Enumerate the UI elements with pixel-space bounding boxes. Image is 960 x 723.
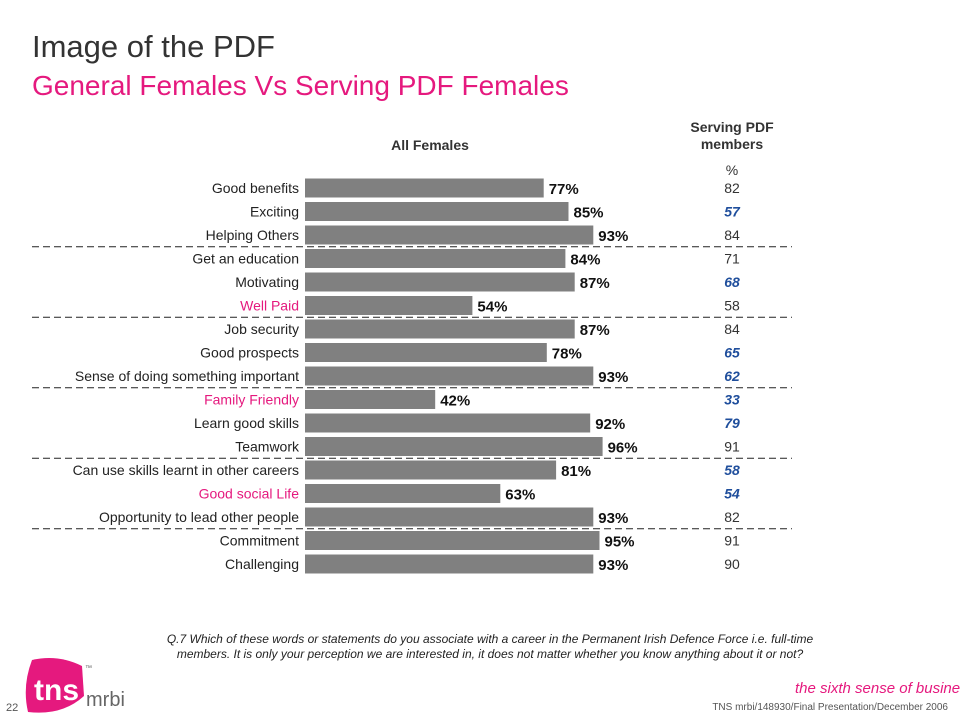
bar-value-label: 93%: [598, 228, 628, 245]
category-label: Sense of doing something important: [75, 368, 299, 384]
category-label: Helping Others: [206, 227, 299, 243]
bar-chart: Good benefits Exciting Helping Others Get a…: [32, 178, 792, 574]
bar: [305, 178, 544, 198]
category-label: Learn good skills: [194, 415, 299, 431]
category-label: Job security: [224, 321, 299, 337]
category-label: Challenging: [225, 556, 299, 572]
category-label: Get an education: [192, 251, 299, 267]
bar: [305, 225, 594, 245]
bar-value-label: 78%: [552, 346, 582, 363]
category-label: Commitment: [220, 533, 299, 549]
serving-pdf-value: 58: [724, 298, 740, 314]
bar: [305, 437, 603, 456]
bar: [305, 319, 575, 339]
category-label: Can use skills learnt in other careers: [73, 462, 299, 478]
bar-value-label: 42%: [440, 393, 470, 410]
serving-pdf-value: 65: [724, 345, 740, 361]
bar-value-label: 93%: [598, 369, 628, 386]
bar: [305, 484, 501, 503]
serving-pdf-value: 84: [724, 227, 740, 243]
bar-value-label: 93%: [598, 557, 628, 574]
bar-value-label: 81%: [561, 463, 591, 480]
category-label: Good social Life: [199, 486, 300, 502]
serving-pdf-value: 58: [724, 462, 740, 478]
group-separators: [32, 246, 792, 530]
bar-value-label: 87%: [580, 322, 610, 339]
serving-pdf-value: 91: [724, 439, 740, 455]
tns-mrbi-logo: tns mrbi ™: [22, 656, 152, 723]
page-title: Image of the PDF: [32, 29, 275, 64]
category-label: Opportunity to lead other people: [99, 509, 299, 525]
page-number: 22: [6, 702, 19, 714]
bar-value-label: 87%: [580, 275, 610, 292]
svg-text:mrbi: mrbi: [86, 689, 125, 711]
svg-text:tns: tns: [34, 674, 79, 707]
question-footnote: Q.7 Which of these words or statements d…: [166, 632, 814, 661]
bar: [305, 296, 473, 315]
category-label: Family Friendly: [204, 392, 299, 408]
bar-value-label: 54%: [477, 299, 507, 316]
serving-pdf-value: 82: [724, 509, 740, 525]
serving-pdf-value: 90: [724, 556, 740, 572]
bar: [305, 366, 594, 386]
footer-reference: TNS mrbi/148930/Final Presentation/Decem…: [712, 702, 948, 713]
bar: [305, 460, 557, 480]
serving-pdf-value: 84: [724, 321, 740, 337]
category-label: Good prospects: [200, 345, 299, 361]
category-label: Exciting: [250, 204, 299, 220]
bar: [305, 413, 591, 433]
category-label: Motivating: [235, 274, 299, 290]
bar: [305, 249, 566, 268]
bar: [305, 343, 547, 362]
bar: [305, 531, 600, 550]
serving-pdf-header: Serving PDF members: [690, 119, 774, 152]
bar-value-label: 95%: [605, 534, 635, 551]
category-labels: Good benefits Exciting Helping Others Get a…: [73, 180, 300, 572]
bar-value-label: 84%: [570, 252, 600, 269]
bar: [305, 390, 436, 409]
category-label: Good benefits: [212, 180, 299, 196]
category-label: Well Paid: [240, 298, 299, 314]
bar-value-label: 77%: [549, 181, 579, 198]
bar-value-label: 85%: [574, 205, 604, 222]
bar-value-label: 93%: [598, 510, 628, 527]
serving-pdf-value: 68: [724, 274, 740, 290]
svg-text:™: ™: [85, 665, 92, 672]
bar-value-label: 96%: [608, 440, 638, 457]
serving-pdf-value: 57: [724, 204, 741, 220]
serving-pdf-value: 82: [724, 180, 740, 196]
page-subtitle: General Females Vs Serving PDF Females: [32, 70, 569, 101]
category-label: Teamwork: [235, 439, 300, 455]
bar-value-labels: 77% 85% 93% 84% 87% 54% 87% 78% 93% 42% 92% 96% 81% 6…: [440, 181, 637, 574]
serving-pdf-value: 71: [724, 251, 740, 267]
serving-pdf-value: 91: [724, 533, 740, 549]
bar: [305, 202, 569, 221]
serving-pdf-value: 54: [724, 486, 740, 502]
tagline: the sixth sense of business™: [795, 680, 960, 697]
bar-value-label: 63%: [505, 487, 535, 504]
bar: [305, 272, 575, 292]
serving-pdf-value: 33: [724, 392, 740, 408]
bar: [305, 554, 594, 574]
serving-pdf-value: 79: [724, 415, 740, 431]
all-females-header: All Females: [391, 137, 469, 153]
bar: [305, 507, 594, 527]
bars: [305, 178, 603, 574]
serving-pdf-values: 82 57 84 71 68 58 84 65 62 33 79 91 58 54 82 91 90: [724, 180, 741, 572]
bar-value-label: 92%: [595, 416, 625, 433]
serving-pdf-value: 62: [724, 368, 740, 384]
percent-unit-label: %: [725, 162, 739, 178]
